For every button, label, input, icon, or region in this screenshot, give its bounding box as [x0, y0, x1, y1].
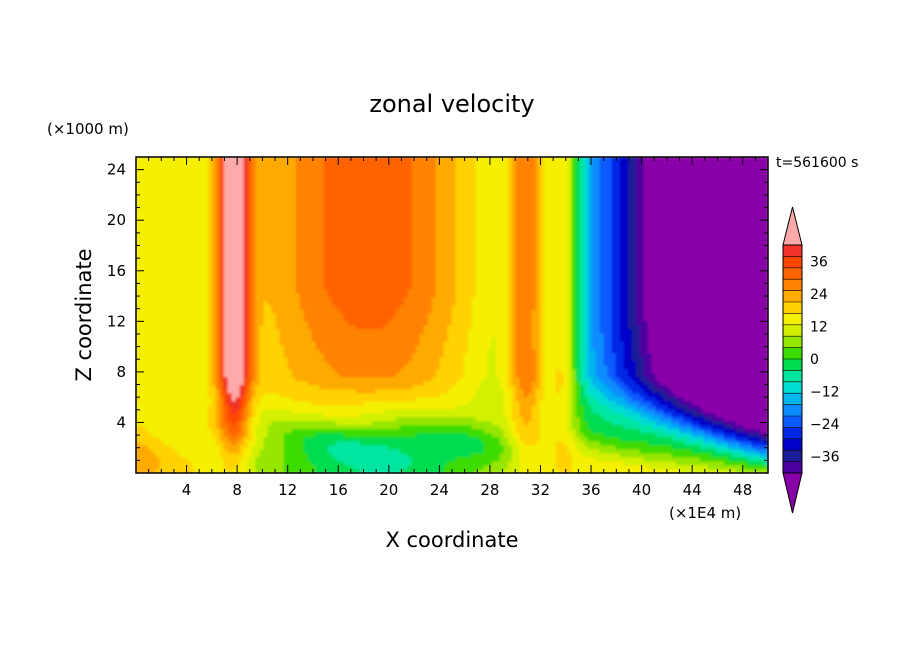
y-axis: 4 8 12 16 20 24	[107, 156, 768, 474]
colorbar-swatch	[783, 438, 802, 451]
colorbar-swatch	[783, 347, 802, 360]
colorbar-tick-label: 36	[810, 254, 828, 270]
colorbar-swatch	[783, 336, 802, 348]
colorbar: 36 24 12 0 −12 −24 −36	[782, 206, 840, 514]
colorbar-swatch	[783, 450, 802, 462]
time-label: t=561600 s	[776, 155, 858, 171]
colorbar-tick-label: 12	[810, 319, 828, 335]
y-tick-label: 4	[116, 413, 126, 431]
x-unit-label: (×1E4 m)	[669, 504, 741, 522]
y-tick-label: 20	[107, 211, 126, 229]
x-tick-label: 36	[581, 481, 600, 499]
colorbar-tick-label: −36	[810, 450, 840, 466]
x-tick-label: 4	[182, 481, 192, 499]
y-axis-label: Z coordinate	[72, 248, 96, 381]
y-tick-label: 12	[107, 312, 126, 330]
x-tick-label: 28	[480, 481, 499, 499]
contour-field	[136, 157, 768, 473]
plot-area	[136, 157, 768, 473]
colorbar-swatch	[783, 324, 802, 337]
y-tick-label: 8	[116, 363, 126, 381]
x-axis: 4 8 12 16 20 24 28 32 36 40 44 48	[135, 157, 769, 499]
colorbar-swatch	[783, 290, 802, 303]
colorbar-swatch	[783, 404, 802, 417]
x-tick-label: 16	[329, 481, 348, 499]
colorbar-swatch	[783, 393, 802, 405]
colorbar-swatch	[783, 370, 802, 383]
x-tick-label: 48	[733, 481, 752, 499]
colorbar-tick-label: 24	[810, 287, 828, 303]
x-tick-label: 12	[278, 481, 297, 499]
x-tick-label: 40	[632, 481, 651, 499]
x-tick-label: 8	[232, 481, 242, 499]
colorbar-tick-label: −24	[810, 417, 840, 433]
colorbar-swatch	[783, 381, 802, 394]
y-unit-label: (×1000 m)	[47, 120, 129, 138]
y-tick-label: 16	[107, 262, 126, 280]
y-tick-label: 24	[107, 161, 126, 179]
x-tick-label: 20	[379, 481, 398, 499]
colorbar-swatch	[783, 267, 802, 280]
colorbar-swatch	[783, 427, 802, 440]
x-tick-label: 32	[531, 481, 550, 499]
colorbar-tick-label: −12	[810, 385, 840, 401]
colorbar-swatch	[783, 279, 802, 291]
x-axis-label: X coordinate	[385, 528, 518, 552]
colorbar-tick-label: 0	[810, 352, 819, 368]
colorbar-min-arrow	[782, 472, 803, 514]
colorbar-swatch	[783, 302, 802, 314]
chart-title: zonal velocity	[369, 90, 534, 118]
colorbar-swatch	[783, 245, 802, 257]
colorbar-swatch	[783, 313, 802, 326]
colorbar-swatch	[783, 256, 802, 269]
x-tick-label: 44	[683, 481, 702, 499]
colorbar-swatch	[783, 461, 802, 474]
x-tick-label: 24	[430, 481, 449, 499]
colorbar-swatch	[783, 359, 802, 371]
colorbar-swatch	[783, 416, 802, 428]
colorbar-max-arrow	[782, 206, 803, 246]
